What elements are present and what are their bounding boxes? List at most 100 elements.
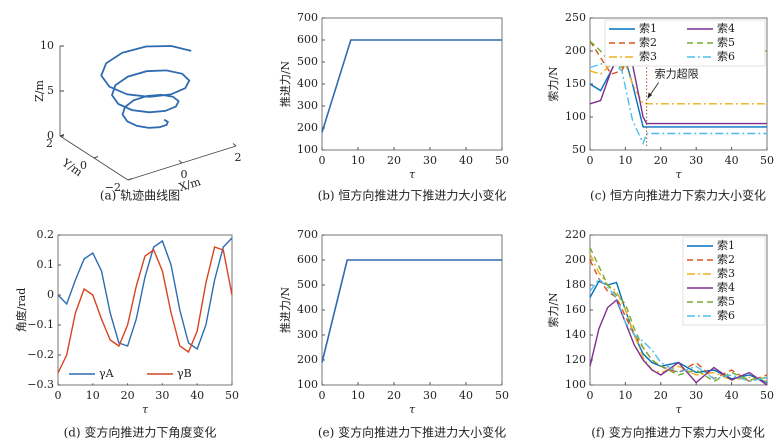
x-tick-label: 40	[725, 389, 739, 402]
x-tick-label: 30	[689, 389, 703, 402]
x-tick-label: 10	[351, 154, 365, 167]
caption: (c) 恒方向推进力下索力大小变化	[590, 188, 766, 203]
x-tick-label: 0	[55, 389, 62, 402]
y-tick-label: 400	[297, 303, 318, 316]
y-tick-label: 250	[565, 11, 586, 24]
x-tick-label: 40	[459, 389, 473, 402]
y-tick-label: 100	[565, 378, 586, 391]
line	[589, 60, 767, 146]
caption: (e) 变方向推进力下推进力大小变化	[318, 425, 506, 440]
x-tick-label: 50	[495, 154, 509, 167]
x-tick-label: 50	[495, 389, 509, 402]
y-tick-label: 300	[297, 328, 318, 341]
x-axis-label: τ	[675, 403, 682, 416]
y-tick-label: 150	[565, 77, 586, 90]
y-tick-label: 140	[565, 328, 586, 341]
y-axis-label: 索力/N	[546, 292, 560, 328]
x-axis-label: τ	[675, 168, 682, 181]
x-tick-label: 20	[654, 389, 668, 402]
y-tick-label: 200	[297, 121, 318, 134]
x-axis-label: X/m	[177, 175, 202, 194]
line	[57, 246, 233, 374]
x-tick-label: 0	[587, 389, 594, 402]
y-tick-label: 50	[572, 143, 586, 156]
legend-label: 索3	[639, 49, 657, 63]
y-tick-label: 100	[565, 110, 586, 123]
x-tick-label: 20	[654, 154, 668, 167]
z-axis-label: Z/m	[33, 80, 46, 102]
line	[57, 237, 233, 351]
plot-frame	[57, 234, 233, 386]
y-tick-label: 0.1	[37, 258, 55, 271]
y-tick-label: −0.1	[27, 318, 54, 331]
x-tick-label: 30	[155, 389, 169, 402]
y-tick-label: 600	[297, 33, 318, 46]
x-tick-label: 0	[319, 154, 326, 167]
legend-box	[64, 364, 226, 384]
x-tick-label: 10	[351, 389, 365, 402]
x-tick-label: 40	[725, 154, 739, 167]
x-axis-label: τ	[142, 403, 149, 416]
x-tick-label: 30	[423, 154, 437, 167]
y-tick-label: −2	[105, 181, 121, 194]
x-tick-label: 10	[618, 389, 632, 402]
line	[589, 277, 768, 383]
y-axis-label: 推进力/N	[278, 60, 292, 107]
x-tick-label: 50	[760, 389, 774, 402]
x-tick-label: 30	[423, 389, 437, 402]
annotation-text: 索力超限	[655, 67, 699, 81]
x-tick-label: 40	[459, 154, 473, 167]
legend-label: 索4	[717, 21, 735, 35]
x-tick-label: 40	[190, 389, 204, 402]
x-tick-label: 50	[760, 154, 774, 167]
y-tick-label: 200	[565, 44, 586, 57]
y-tick-label: 500	[297, 55, 318, 68]
legend-label: 索2	[639, 35, 657, 49]
y-tick-label: 160	[565, 303, 586, 316]
z-tick-label: 5	[47, 84, 54, 97]
y-tick-label: 300	[297, 99, 318, 112]
trajectory	[100, 45, 192, 129]
y-tick-label: 100	[297, 143, 318, 156]
x-tick-label: 20	[387, 154, 401, 167]
legend-label: 索6	[717, 308, 735, 322]
y-tick-label: 0.2	[37, 228, 55, 241]
x-tick-label: 2	[235, 151, 242, 164]
y-tick-label: 0	[80, 159, 87, 172]
plot-frame	[321, 17, 503, 151]
y-tick	[127, 178, 133, 181]
x-tick-label: 20	[387, 389, 401, 402]
y-tick-label: 100	[297, 378, 318, 391]
caption: (a) 轨迹曲线图	[100, 189, 180, 203]
legend-label: 索1	[639, 21, 657, 35]
legend-label: 索5	[717, 294, 735, 308]
plot-frame	[321, 234, 503, 386]
y-tick-label: 700	[297, 11, 318, 24]
x-axis-label: τ	[409, 403, 416, 416]
y-tick	[59, 134, 65, 137]
line	[589, 247, 768, 383]
y-tick-label: −0.3	[27, 378, 54, 391]
y-tick-label: 0	[47, 288, 54, 301]
legend-label: 索1	[717, 238, 735, 252]
y-axis-label: 角度/rad	[14, 288, 28, 333]
x-tick-label: 0	[319, 389, 326, 402]
legend-label: 索6	[717, 49, 735, 63]
y-tick-label: 400	[297, 77, 318, 90]
legend-box	[682, 236, 766, 326]
x-tick-label: 50	[225, 389, 239, 402]
legend-label: 索3	[717, 266, 735, 280]
y-tick-label: 200	[565, 253, 586, 266]
x-tick-label: 30	[689, 154, 703, 167]
legend-label: 索4	[717, 280, 735, 294]
x-tick-label: 10	[86, 389, 100, 402]
z-tick-label: 0	[47, 129, 54, 142]
caption: (b) 恒方向推进力下推进力大小变化	[318, 188, 507, 203]
legend-label: γB	[177, 367, 192, 380]
y-tick-label: 700	[297, 228, 318, 241]
x-tick	[178, 160, 183, 164]
caption: (d) 变方向推进力下角度变化	[64, 425, 217, 440]
y-axis-label: 索力/N	[546, 66, 560, 102]
x-tick-label: 0	[181, 168, 188, 181]
